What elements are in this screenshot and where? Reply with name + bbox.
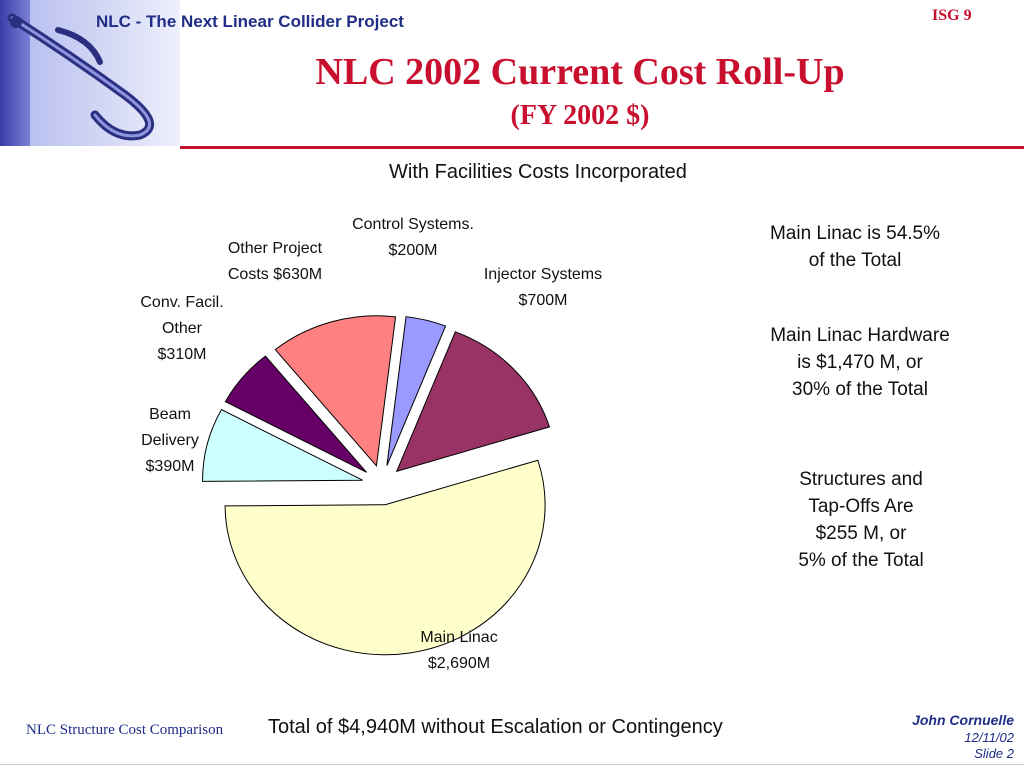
label-beam-delivery: Beam Delivery $390M <box>122 402 218 480</box>
pie-slice-control <box>386 316 447 466</box>
label-conv-facil-value: $310M <box>157 346 207 363</box>
label-main-linac-name: Main Linac <box>420 629 498 646</box>
note-line: 30% of the Total <box>792 379 928 400</box>
footer-date: 12/11/02 <box>964 730 1014 745</box>
footer-author: John Cornuelle <box>912 712 1014 728</box>
label-conv-facil-name-2: Other <box>161 320 202 337</box>
slide-title: NLC 2002 Current Cost Roll-Up <box>315 51 845 93</box>
label-injector-systems-value: $700M <box>518 292 568 309</box>
label-main-linac-value: $2,690M <box>427 655 491 672</box>
label-other-project-value: Costs $630M <box>227 266 323 283</box>
note-line: Structures and <box>799 469 923 490</box>
pie-slice-beam-delivery <box>202 408 363 482</box>
note-line: $255 M, or <box>815 523 907 544</box>
note-main-linac-share: Main Linac is 54.5% of the Total <box>740 220 970 274</box>
note-line: 5% of the Total <box>798 550 924 571</box>
note-line: Main Linac Hardware <box>770 325 950 346</box>
label-conv-facil: Conv. Facil. Other $310M <box>124 290 240 368</box>
label-injector-systems: Injector Systems $700M <box>470 262 616 314</box>
pie-slice-conv-facil <box>224 355 367 473</box>
label-other-project: Other Project Costs $630M <box>210 236 340 288</box>
label-beam-delivery-name-2: Delivery <box>141 432 199 449</box>
footer-total: Total of $4,940M without Escalation or C… <box>268 716 723 738</box>
pie-slice-main-linac <box>224 459 546 656</box>
label-control-systems-name: Control Systems. <box>352 216 474 233</box>
isg-badge: ISG 9 <box>932 7 972 24</box>
label-beam-delivery-name-1: Beam <box>149 406 191 423</box>
chart-title: With Facilities Costs Incorporated <box>389 161 687 183</box>
label-main-linac: Main Linac $2,690M <box>389 625 529 677</box>
label-control-systems: Control Systems. $200M <box>340 212 486 264</box>
label-conv-facil-name-1: Conv. Facil. <box>140 294 224 311</box>
note-structures-tapoffs: Structures and Tap-Offs Are $255 M, or 5… <box>752 466 970 574</box>
note-line: is $1,470 M, or <box>797 352 923 373</box>
label-other-project-name: Other Project <box>227 240 323 257</box>
pie-slice-other-project <box>274 315 397 467</box>
label-injector-systems-name: Injector Systems <box>483 266 603 283</box>
note-line: Tap-Offs Are <box>808 496 914 517</box>
project-name: NLC - The Next Linear Collider Project <box>96 12 404 31</box>
title-divider <box>180 146 1024 149</box>
slide-subtitle: (FY 2002 $) <box>510 100 650 131</box>
footer-divider <box>0 764 1024 765</box>
note-line: Main Linac is 54.5% <box>769 223 941 244</box>
note-line: of the Total <box>808 250 902 271</box>
pie-slice-injector <box>395 331 551 473</box>
label-control-systems-value: $200M <box>388 242 438 259</box>
label-beam-delivery-value: $390M <box>145 458 195 475</box>
nlc-logo-icon <box>7 13 154 141</box>
footer-presentation-title: NLC Structure Cost Comparison <box>26 722 224 738</box>
footer-slide-number: Slide 2 <box>974 746 1014 761</box>
note-main-linac-hardware: Main Linac Hardware is $1,470 M, or 30% … <box>740 322 980 403</box>
